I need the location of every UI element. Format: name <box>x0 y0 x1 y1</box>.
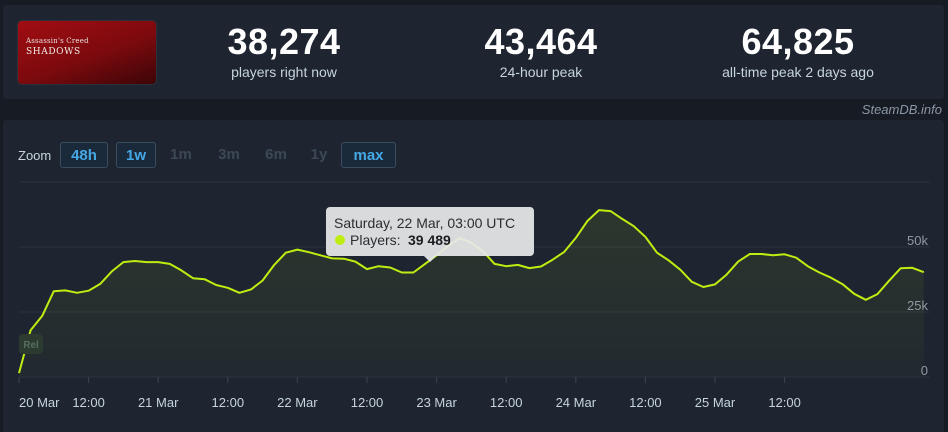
x-tick-label: 24 Mar <box>556 395 597 410</box>
y-tick-label: 0 <box>921 363 928 378</box>
stat-value: 43,464 <box>484 21 598 62</box>
release-badge[interactable]: Rel <box>19 334 43 354</box>
stat-current-players: 38,274 players right now <box>164 21 404 81</box>
zoom-max-button[interactable]: max <box>341 142 396 168</box>
zoom-48h-button[interactable]: 48h <box>60 142 108 168</box>
steamdb-credit-link[interactable]: SteamDB.info <box>861 102 942 117</box>
y-tick-label: 50k <box>907 233 928 248</box>
game-thumbnail[interactable]: Assassin's Creed SHADOWS <box>18 21 156 84</box>
zoom-6m-button[interactable]: 6m <box>265 146 287 163</box>
tooltip-date: Saturday, 22 Mar, 03:00 UTC <box>334 215 515 231</box>
stat-label: players right now <box>231 64 337 80</box>
x-tick-label: 23 Mar <box>416 395 457 410</box>
stat-value: 38,274 <box>227 21 341 62</box>
stat-value: 64,825 <box>741 21 855 62</box>
chart-tooltip: Saturday, 22 Mar, 03:00 UTC Players: 39 … <box>326 207 534 262</box>
stat-label: all-time peak 2 days ago <box>722 64 874 80</box>
x-tick-label: 25 Mar <box>695 395 736 410</box>
x-tick-label: 12:00 <box>212 395 245 410</box>
x-tick-label: 21 Mar <box>138 395 179 410</box>
zoom-1m-button[interactable]: 1m <box>170 146 192 163</box>
x-tick-label: 12:00 <box>72 395 105 410</box>
x-tick-label: 12:00 <box>490 395 523 410</box>
stat-all-time-peak: 64,825 all-time peak 2 days ago <box>678 21 918 81</box>
tooltip-box <box>326 207 534 262</box>
zoom-1y-button[interactable]: 1y <box>310 146 328 163</box>
x-tick-label: 12:00 <box>768 395 801 410</box>
release-badge-label: Rel <box>23 340 39 351</box>
tooltip-series-label: Players: <box>350 232 401 248</box>
tooltip-value: 39 489 <box>408 232 451 248</box>
y-tick-label: 25k <box>907 298 928 313</box>
zoom-label: Zoom <box>18 148 52 163</box>
game-logo-line2: SHADOWS <box>26 47 81 57</box>
x-tick-label: 22 Mar <box>277 395 318 410</box>
x-tick-label: 20 Mar <box>19 395 60 410</box>
zoom-1w-button[interactable]: 1w <box>116 142 156 168</box>
zoom-3m-button[interactable]: 3m <box>218 146 240 163</box>
stat-24h-peak: 43,464 24-hour peak <box>421 21 661 81</box>
player-stats-bar: Assassin's Creed SHADOWS 38,274 players … <box>3 5 944 99</box>
tooltip-series-marker <box>335 235 345 245</box>
x-tick-label: 12:00 <box>629 395 662 410</box>
game-logo-line1: Assassin's Creed <box>26 37 89 45</box>
players-area <box>19 210 924 377</box>
stat-label: 24-hour peak <box>499 64 583 80</box>
x-tick-label: 12:00 <box>351 395 384 410</box>
